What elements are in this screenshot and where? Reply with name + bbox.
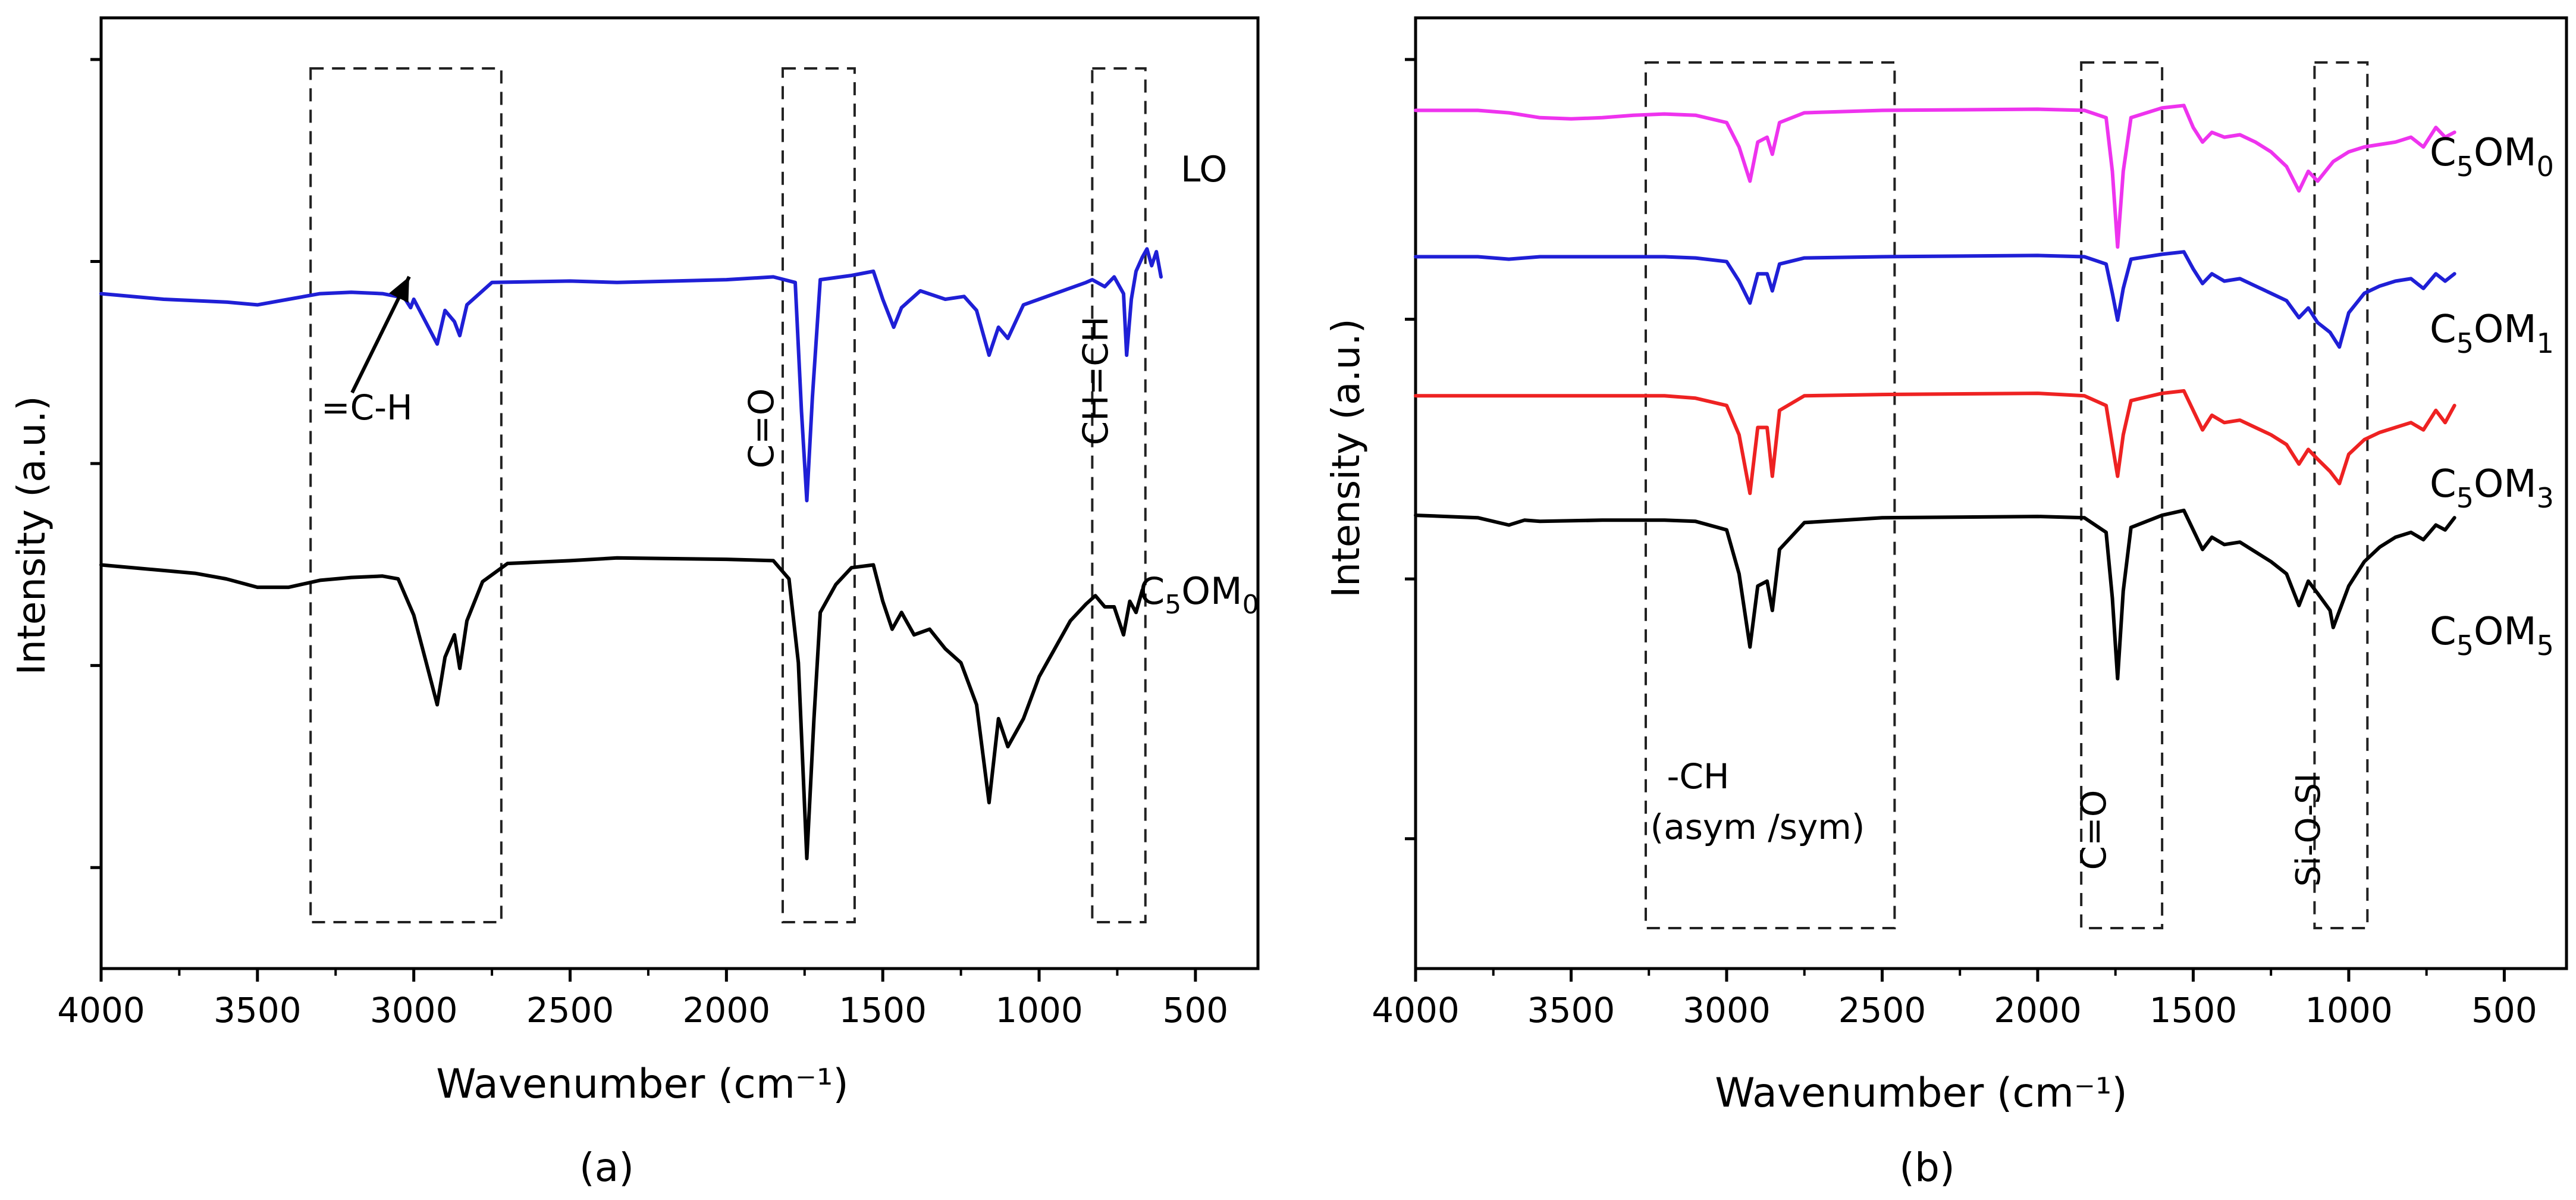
panel-a-region-box bbox=[309, 67, 503, 923]
panel-b-series-line-c5om3 bbox=[1414, 389, 2456, 496]
panel-b-x-tick-label: 1500 bbox=[2150, 990, 2238, 1030]
panel-a-region-box bbox=[1091, 67, 1147, 923]
panel-a-x-tick-label: 1500 bbox=[839, 990, 927, 1030]
panel-a-series-line-c5om0 bbox=[99, 556, 1144, 860]
panel-a-ch-arrow-head bbox=[389, 277, 409, 303]
panel-b: 4000 3500 3000 2500 2000 1500 1000 500 -CH (asy… bbox=[1325, 16, 2568, 1190]
panel-a-x-tick-label: 1000 bbox=[995, 990, 1083, 1030]
panel-b-y-axis-title: Intensity (a.u.) bbox=[1325, 318, 1369, 597]
panel-a: 4000 3500 3000 2500 2000 1500 1000 500 =C-H C=O… bbox=[10, 16, 1260, 1190]
panel-b-x-tick-label: 1000 bbox=[2305, 990, 2393, 1030]
panel-a-x-tick-label: 3500 bbox=[214, 990, 302, 1030]
panel-b-plot-frame bbox=[1414, 16, 2568, 970]
panel-a-x-tick-label: 2000 bbox=[683, 990, 771, 1030]
panel-b-series-label-c5om3: C5OM3 bbox=[2430, 462, 2554, 514]
panel-a-label-c5om0-c: C bbox=[1139, 569, 1165, 613]
panel-a-series bbox=[99, 247, 1163, 860]
panel-b-label-c5om0-sub2: 0 bbox=[2537, 151, 2554, 183]
panel-b-label-c5om3-om: OM bbox=[2474, 462, 2537, 506]
panel-b-label-c5om1-om: OM bbox=[2474, 308, 2537, 352]
panel-b-label-c5om5-c: C bbox=[2430, 610, 2456, 654]
panel-b-label-c5om3-sub2: 3 bbox=[2537, 482, 2554, 514]
panel-a-series-label-c5om0: C5OM0 bbox=[1139, 569, 1259, 620]
panel-b-label-c5om5-om: OM bbox=[2474, 610, 2537, 654]
panel-b-panel-label: (b) bbox=[1899, 1145, 1954, 1190]
panel-b-label-c5om3-sub1: 5 bbox=[2456, 482, 2474, 514]
panel-a-x-tick-label: 3000 bbox=[370, 990, 458, 1030]
panel-a-x-tick-label: 4000 bbox=[57, 990, 145, 1030]
panel-b-x-tick-label: 2500 bbox=[1838, 990, 1926, 1030]
panel-a-x-tick-label: 2500 bbox=[526, 990, 614, 1030]
panel-a-y-axis-title: Intensity (a.u.) bbox=[10, 396, 54, 675]
panel-b-series-line-c5om0 bbox=[1414, 104, 2456, 249]
panel-b-x-tick-label: 4000 bbox=[1372, 990, 1460, 1030]
panel-b-region-box bbox=[2080, 61, 2164, 929]
panel-a-region-boxes bbox=[309, 67, 1147, 923]
panel-b-series-label-c5om1: C5OM1 bbox=[2430, 308, 2554, 359]
panel-b-label-c5om3-c: C bbox=[2430, 462, 2456, 506]
panel-b-series-line-c5om5 bbox=[1414, 508, 2456, 681]
panel-a-panel-label: (a) bbox=[579, 1145, 634, 1190]
panel-a-label-c5om0-sub1: 5 bbox=[1165, 590, 1181, 620]
panel-a-axes: 4000 3500 3000 2500 2000 1500 1000 500 bbox=[57, 16, 1260, 1030]
panel-b-series bbox=[1414, 104, 2456, 681]
panel-b-x-axis-title: Wavenumber (cm⁻¹) bbox=[1715, 1070, 2127, 1117]
panel-b-region-box bbox=[2313, 61, 2369, 929]
panel-b-series-label-c5om0: C5OM0 bbox=[2430, 131, 2554, 183]
panel-a-co-annotation: C=O bbox=[741, 388, 782, 469]
panel-b-series-line-c5om1 bbox=[1414, 250, 2456, 349]
panel-a-label-c5om0-om: OM bbox=[1181, 569, 1242, 613]
panel-a-series-line-lo bbox=[99, 247, 1163, 503]
panel-b-x-tick-label: 3000 bbox=[1683, 990, 1771, 1030]
panel-a-plot-frame bbox=[99, 16, 1260, 970]
panel-b-siosi-annotation: Si-O-SI bbox=[2289, 773, 2328, 887]
panel-b-x-tick-label: 3500 bbox=[1527, 990, 1615, 1030]
panel-b-label-c5om0-sub1: 5 bbox=[2456, 151, 2474, 183]
panel-b-x-tick-label: 500 bbox=[2471, 990, 2537, 1030]
panel-a-label-c5om0-sub2: 0 bbox=[1242, 590, 1259, 620]
panel-b-ch-annotation-line1: -CH bbox=[1667, 756, 1729, 797]
panel-a-x-tick-label: 500 bbox=[1163, 990, 1229, 1030]
panel-a-chch-annotation: CH=CH bbox=[1075, 317, 1116, 446]
panel-a-ch-annotation: =C-H bbox=[321, 387, 413, 428]
panel-b-label-c5om1-sub2: 1 bbox=[2537, 327, 2554, 359]
panel-b-axes: 4000 3500 3000 2500 2000 1500 1000 500 bbox=[1372, 16, 2568, 1030]
panel-b-series-label-c5om5: C5OM5 bbox=[2430, 610, 2554, 662]
panel-b-label-c5om0-om: OM bbox=[2474, 131, 2537, 175]
panel-a-region-box bbox=[781, 67, 856, 923]
panel-b-region-boxes bbox=[1645, 61, 2369, 929]
panel-b-label-c5om5-sub1: 5 bbox=[2456, 629, 2474, 662]
panel-b-x-tick-label: 2000 bbox=[1994, 990, 2082, 1030]
panel-b-label-c5om0-c: C bbox=[2430, 131, 2456, 175]
panel-b-co-annotation: C=O bbox=[2073, 790, 2114, 870]
panel-b-label-c5om1-c: C bbox=[2430, 308, 2456, 352]
panel-a-x-axis-title: Wavenumber (cm⁻¹) bbox=[436, 1061, 848, 1108]
panel-b-label-c5om1-sub1: 5 bbox=[2456, 327, 2474, 359]
panel-b-label-c5om5-sub2: 5 bbox=[2537, 629, 2554, 662]
panel-a-series-label-lo: LO bbox=[1181, 149, 1228, 190]
panel-b-ch-annotation-line2: (asym /sym) bbox=[1651, 807, 1865, 847]
